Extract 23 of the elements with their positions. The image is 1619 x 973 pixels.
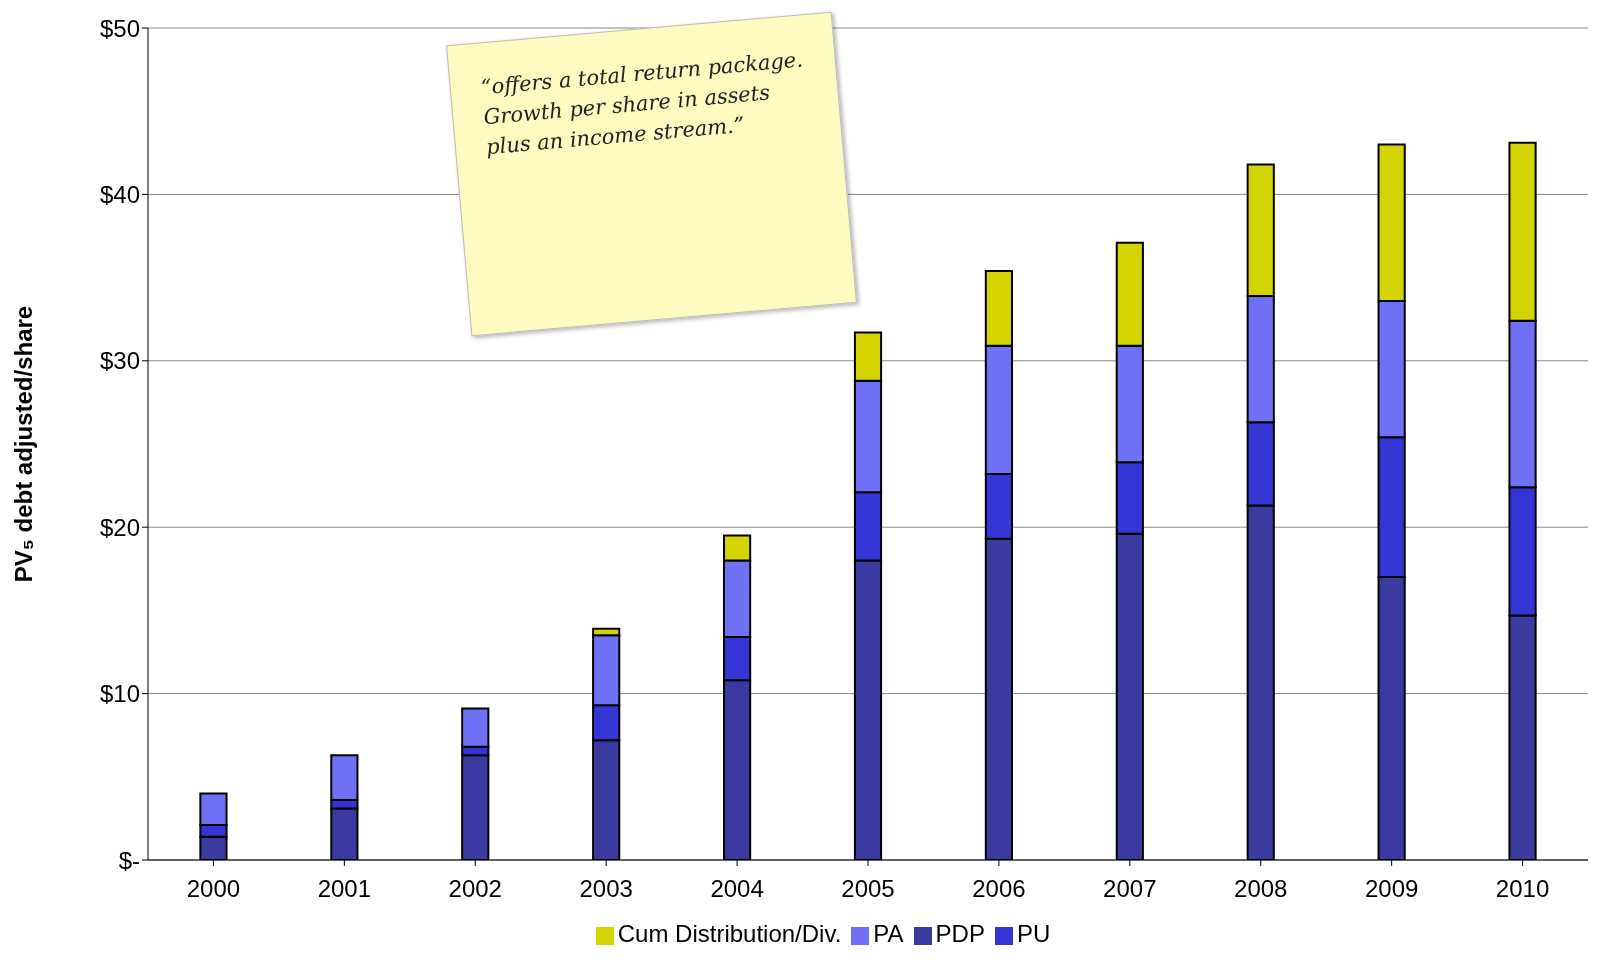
y-tick-label: $30 [99, 347, 140, 375]
legend-label: PU [1016, 920, 1051, 947]
y-axis-title: PV₅ debt adjusted/share [9, 305, 37, 583]
x-tick-label: 2008 [1234, 875, 1288, 903]
x-tick-label: 2006 [972, 875, 1026, 903]
x-tick-label: 2004 [710, 875, 764, 903]
x-tick-label: 2005 [841, 875, 895, 903]
legend-label: Cum Distribution/Div. [617, 920, 842, 947]
x-tick-label: 2000 [186, 875, 241, 903]
y-tick-label: $50 [99, 14, 140, 42]
y-tick-label: $40 [99, 180, 140, 208]
x-tick-label: 2001 [317, 875, 372, 903]
x-tick-label: 2010 [1495, 875, 1550, 903]
annotation: “offers a total return package. Growth per share in assets plus an income stream.” [479, 46, 805, 162]
y-tick-label: $- [118, 846, 140, 874]
legend-label: PA [873, 920, 904, 947]
legend-label: PDP [935, 920, 985, 947]
y-tick-label: $20 [99, 513, 140, 541]
x-tick-label: 2002 [448, 875, 502, 903]
y-tick-label: $10 [99, 680, 140, 708]
x-tick-label: 2009 [1364, 875, 1419, 903]
x-tick-label: 2003 [579, 875, 633, 903]
x-tick-label: 2007 [1103, 875, 1157, 903]
